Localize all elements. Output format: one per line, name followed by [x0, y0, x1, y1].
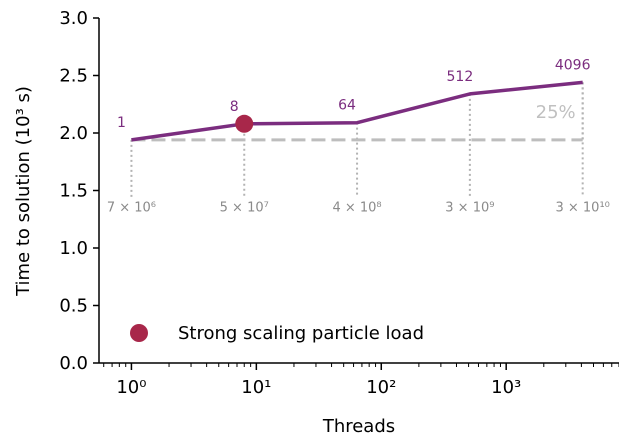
highlight-marker [235, 114, 254, 133]
point-label: 1 [117, 115, 126, 131]
y-tick-label: 2.5 [59, 66, 88, 87]
guides-layer [130, 82, 584, 198]
x-tick-label: 10⁰ [116, 377, 146, 398]
y-tick-label: 1.0 [59, 238, 88, 259]
x-tick-label: 10³ [491, 377, 521, 398]
legend-label: Strong scaling particle load [178, 323, 424, 344]
x-axis-label: Threads [322, 416, 395, 435]
y-tick-label: 0.5 [59, 296, 88, 317]
particle-load-label: 4 × 10⁸ [332, 200, 381, 215]
point-label: 64 [338, 98, 356, 114]
increase-label: 25% [536, 102, 576, 123]
axes-layer: 0.0 0.5 1.0 1.5 2.0 2.5 3.0 10⁰ 10¹ 10² 10³ [59, 8, 619, 398]
point-label: 512 [447, 69, 474, 85]
y-tick-label: 1.5 [59, 181, 88, 202]
legend: Strong scaling particle load [130, 323, 424, 344]
y-axis-label: Time to solution (10³ s) [13, 86, 34, 297]
series-line [131, 80, 583, 142]
y-tick-label: 3.0 [59, 8, 88, 29]
particle-load-label: 7 × 10⁶ [107, 200, 156, 215]
y-tick-label: 0.0 [59, 353, 88, 374]
point-label: 8 [230, 99, 239, 115]
particle-load-label: 5 × 10⁷ [220, 200, 269, 215]
particle-load-label: 3 × 10¹⁰ [555, 200, 609, 215]
series-layer [131, 80, 583, 142]
y-tick-label: 2.0 [59, 123, 88, 144]
x-tick-label: 10² [366, 377, 396, 398]
x-tick-label: 10¹ [241, 377, 271, 398]
particle-load-label: 3 × 10⁹ [445, 200, 494, 215]
legend-marker [130, 324, 148, 342]
point-label: 4096 [555, 57, 591, 73]
labels-layer: 25% 1 8 64 512 4096 7 × 10⁶ 5 × 10⁷ 4 × 10⁸ 3 × 1… [107, 57, 610, 215]
